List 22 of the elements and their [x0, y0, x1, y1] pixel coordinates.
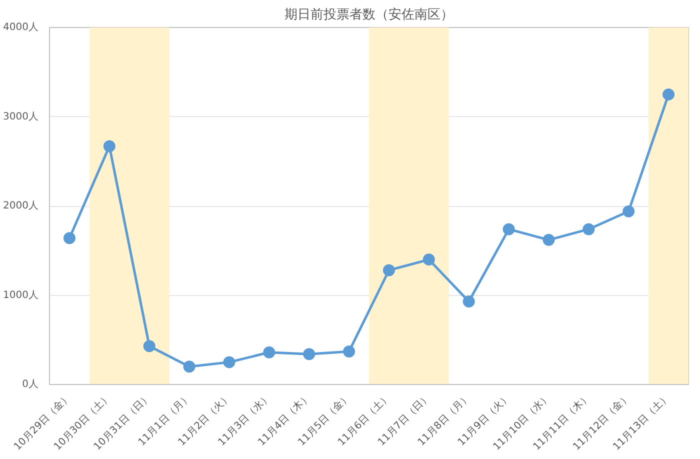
point: [183, 360, 196, 373]
point: [462, 296, 475, 308]
y-tick-label: 2000人: [3, 200, 39, 212]
point: [382, 264, 395, 276]
point: [582, 223, 595, 236]
point: [63, 232, 76, 244]
point: [263, 346, 276, 358]
point: [422, 254, 435, 266]
point: [143, 340, 156, 352]
point: [223, 356, 236, 368]
point: [502, 223, 515, 236]
y-tick-label: 0人: [22, 379, 39, 390]
point: [303, 348, 316, 360]
y-tick-label: 1000人: [3, 290, 39, 301]
point: [622, 205, 635, 218]
y-tick-label: 4000人: [3, 22, 39, 33]
y-tick-label: 3000人: [3, 111, 39, 122]
point: [103, 140, 116, 152]
point: [662, 88, 675, 100]
point: [542, 234, 555, 246]
chart-title: 期日前投票者数（安佐南区）: [284, 6, 454, 22]
point: [343, 345, 356, 358]
